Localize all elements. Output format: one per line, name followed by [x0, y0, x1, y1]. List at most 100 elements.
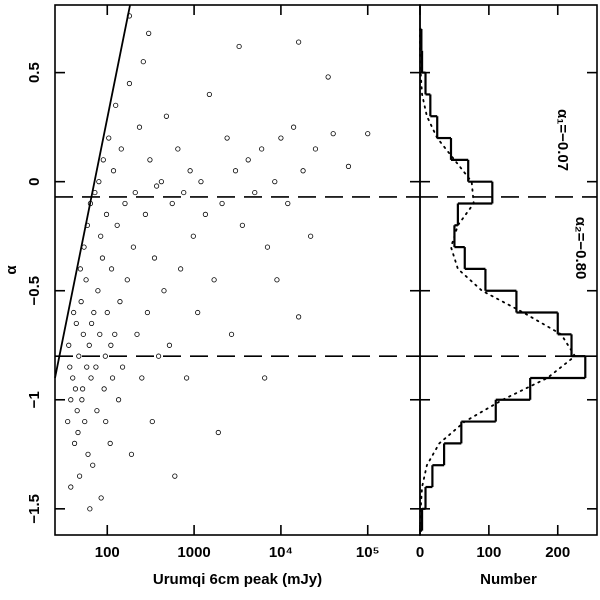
data-point	[95, 288, 101, 294]
data-point	[77, 266, 83, 272]
data-point	[90, 462, 96, 468]
data-point	[76, 353, 82, 359]
data-point	[80, 331, 86, 337]
data-point	[119, 364, 126, 370]
data-point	[187, 168, 193, 174]
data-point	[290, 124, 297, 130]
x-tick-label: 10⁵	[356, 544, 380, 561]
data-point	[68, 484, 74, 490]
data-point	[325, 74, 331, 80]
data-point	[102, 353, 108, 359]
data-point	[149, 418, 155, 425]
data-point	[155, 353, 162, 359]
data-point	[71, 309, 77, 316]
data-point	[175, 146, 181, 152]
data-point	[228, 331, 235, 337]
data-point	[134, 331, 140, 337]
annotation: α₁=−0.07	[554, 109, 571, 171]
x-axis-label: Number	[480, 571, 537, 588]
data-point	[274, 277, 280, 283]
data-point	[106, 135, 112, 141]
data-point	[163, 113, 170, 119]
plot-frame	[419, 4, 598, 536]
data-point	[93, 364, 99, 370]
data-point	[117, 299, 123, 305]
data-point	[109, 375, 116, 381]
y-tick-label: −1.5	[26, 494, 43, 524]
data-point	[136, 124, 143, 130]
data-point	[126, 80, 133, 87]
data-point	[83, 277, 89, 283]
data-point	[272, 179, 278, 185]
data-point	[264, 244, 271, 250]
data-point	[80, 386, 86, 392]
data-point	[224, 135, 230, 141]
data-point	[78, 299, 84, 305]
data-point	[92, 189, 98, 196]
data-point	[103, 211, 110, 217]
data-point	[81, 244, 87, 250]
data-point	[198, 179, 204, 185]
data-point	[151, 255, 158, 261]
data-point	[161, 288, 167, 294]
data-point	[79, 397, 85, 403]
x-tick-label: 0	[416, 544, 424, 561]
data-point	[84, 222, 90, 228]
data-point	[147, 157, 153, 163]
y-tick-label: −0.5	[26, 276, 43, 306]
data-point	[308, 233, 314, 239]
data-point	[154, 183, 160, 189]
data-point	[108, 266, 115, 272]
data-point	[206, 91, 212, 98]
y-tick-label: −1	[26, 391, 43, 408]
data-point	[98, 233, 104, 239]
data-point	[144, 309, 151, 316]
data-point	[139, 375, 145, 381]
data-point	[114, 222, 120, 228]
data-point	[73, 320, 79, 327]
data-point	[89, 320, 95, 327]
data-point	[65, 418, 71, 425]
y-tick-label: 0	[26, 177, 43, 185]
data-point	[75, 429, 81, 436]
data-point	[85, 451, 91, 457]
data-point	[146, 30, 152, 36]
data-point	[215, 429, 221, 436]
data-point	[252, 189, 258, 196]
data-point	[262, 375, 268, 381]
data-point	[100, 157, 106, 163]
data-point	[82, 418, 88, 425]
data-point	[66, 342, 72, 348]
data-point	[103, 418, 109, 425]
data-point	[181, 189, 187, 196]
data-point	[166, 342, 173, 348]
data-point	[96, 179, 102, 185]
data-point	[108, 342, 114, 348]
data-point	[296, 314, 302, 320]
data-point	[130, 244, 137, 250]
data-point	[87, 200, 94, 207]
x-tick-label: 100	[95, 544, 120, 561]
data-point	[97, 331, 103, 337]
data-point	[67, 364, 73, 370]
data-point	[169, 200, 175, 207]
data-point	[70, 375, 76, 381]
data-point	[285, 200, 291, 207]
y-axis-label: α	[3, 265, 20, 275]
data-point	[71, 440, 78, 446]
data-point	[76, 473, 83, 479]
data-point	[87, 506, 93, 512]
data-point	[94, 408, 100, 414]
data-point	[300, 168, 306, 174]
x-tick-label: 100	[476, 544, 501, 561]
data-point	[98, 495, 104, 501]
data-point	[72, 386, 79, 392]
data-point	[86, 342, 92, 348]
data-point	[330, 131, 336, 137]
data-point	[140, 59, 146, 65]
y-tick-label: 0.5	[26, 62, 43, 83]
data-point	[178, 266, 184, 272]
data-point	[195, 309, 201, 316]
data-point	[128, 451, 135, 457]
